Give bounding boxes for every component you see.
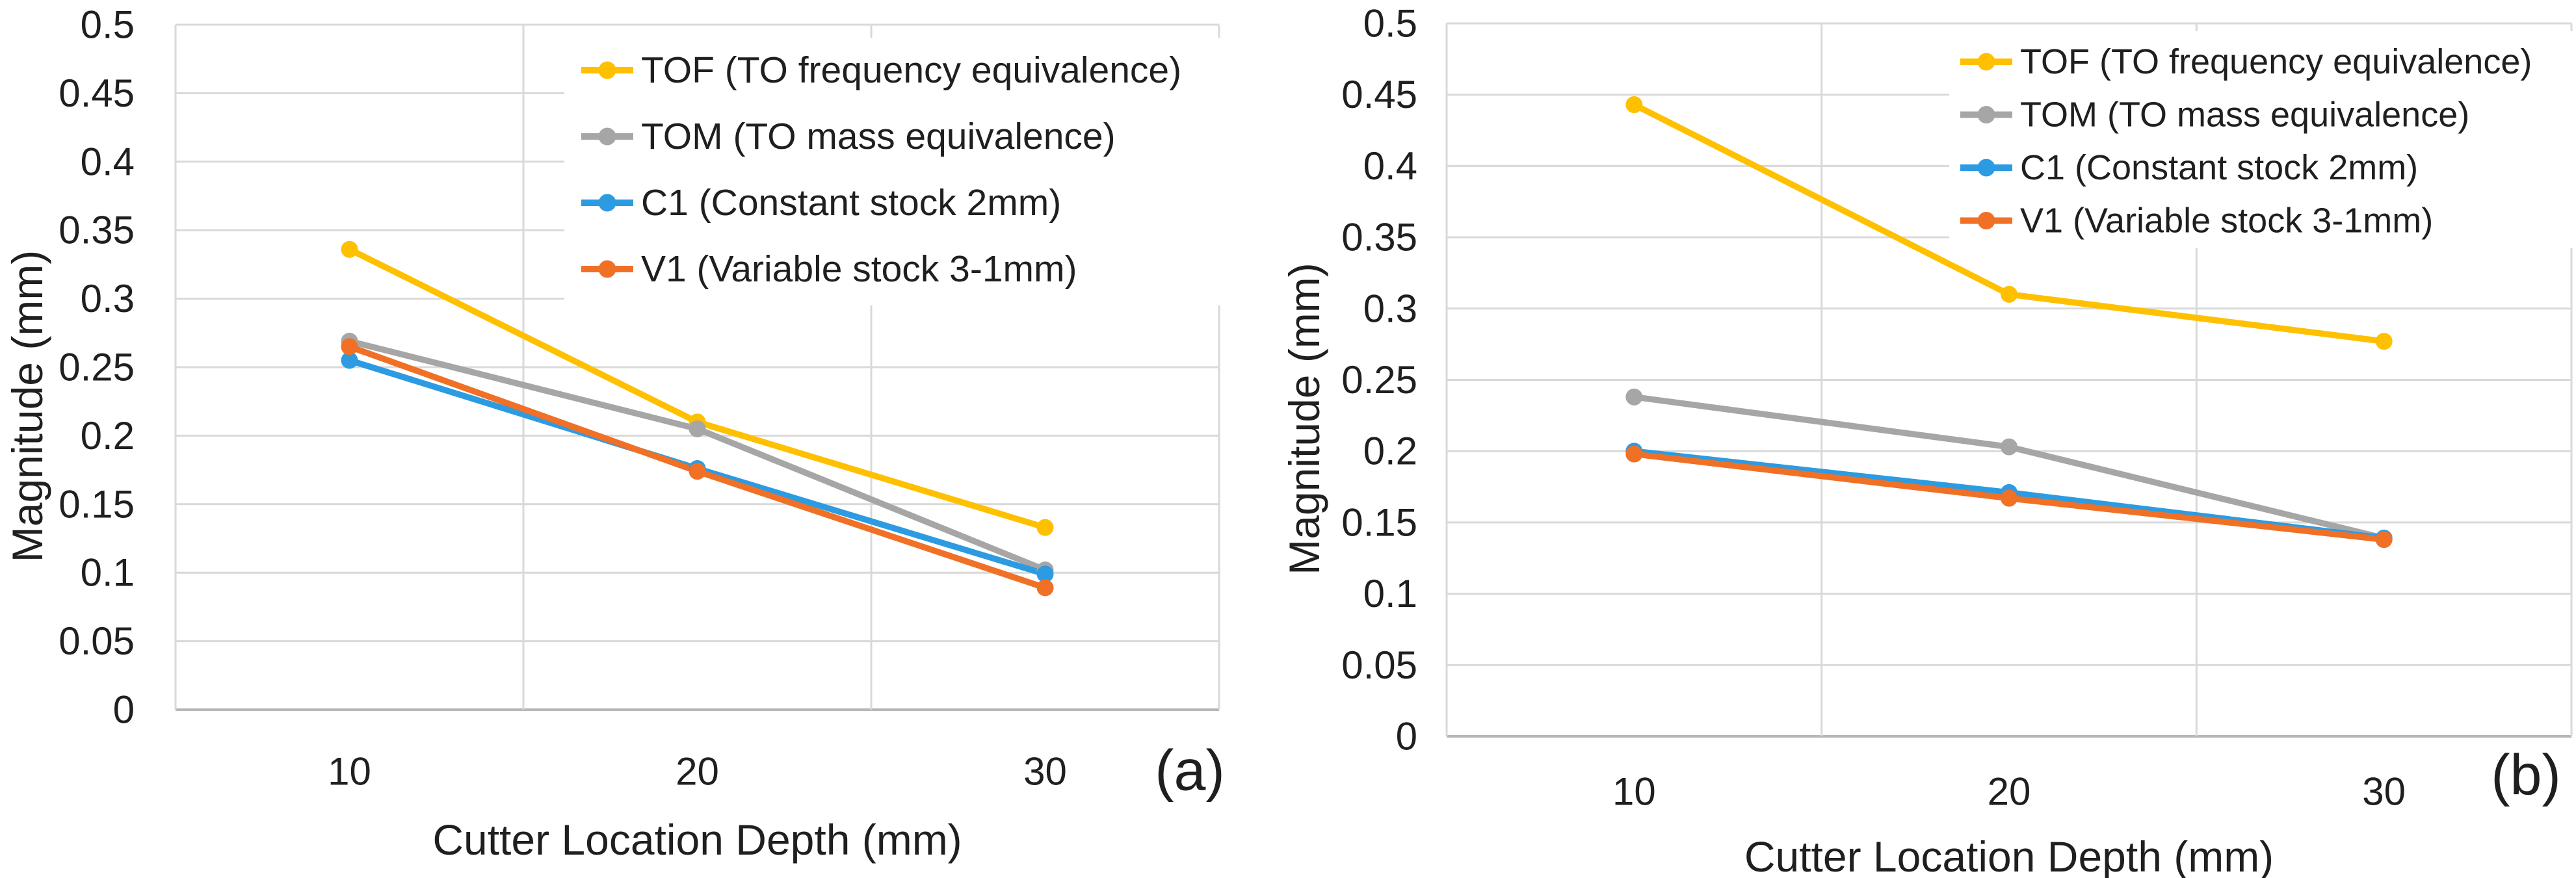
y-tick-label: 0.4 [81, 140, 135, 183]
chart-panel-a: 0 0.05 0.1 0.15 0.2 0.25 0.3 0.35 0.4 0.45 0.5 10 20… [0, 0, 1274, 878]
legend-marker-dot-2 [598, 194, 616, 212]
y-tick-label: 0.4 [1363, 144, 1417, 188]
legend-label-1: TOM (TO mass equivalence) [2020, 96, 2469, 135]
legend-label-2: C1 (Constant stock 2mm) [641, 182, 1061, 224]
data-point-s1-x10 [1625, 388, 1643, 406]
data-point-s3-x10 [1625, 445, 1643, 463]
chart-b-svg: 0 0.05 0.1 0.15 0.2 0.25 0.3 0.35 0.4 0.45 0.5 10 20… [1280, 2, 2573, 878]
panel-label: (b) [2491, 743, 2561, 807]
legend-marker-dot-0 [1977, 53, 1995, 71]
legend-marker-dot-3 [598, 260, 616, 278]
y-tick-label: 0.45 [59, 71, 135, 115]
data-point-s0-x10 [1625, 96, 1643, 114]
data-point-s0-x10 [341, 240, 358, 258]
y-tick-label: 0.25 [1341, 358, 1417, 402]
legend-label-1: TOM (TO mass equivalence) [641, 116, 1116, 157]
series-line-1 [346, 338, 1049, 573]
y-tick-label: 0.1 [81, 551, 135, 595]
legend-marker-dot-3 [1977, 212, 1995, 229]
legend-marker-dot-1 [1977, 106, 1995, 123]
x-axis-title: Cutter Location Depth (mm) [1744, 833, 2274, 878]
y-tick-label: 0.35 [59, 209, 135, 252]
data-point-s1-x20 [689, 420, 706, 437]
x-tick-label: 20 [1988, 770, 2031, 814]
x-axis-title: Cutter Location Depth (mm) [432, 816, 962, 864]
y-tick-label: 0.05 [1341, 643, 1417, 687]
y-axis-title: Magnitude (mm) [1280, 263, 1328, 575]
data-point-s3-x30 [2375, 531, 2393, 549]
legend-label-3: V1 (Variable stock 3-1mm) [2020, 201, 2433, 240]
y-tick-label: 0.45 [1341, 73, 1417, 116]
x-tick-label: 20 [676, 750, 719, 794]
data-point-s0-x30 [1036, 519, 1054, 536]
y-tick-label: 0.3 [81, 277, 135, 320]
legend-background [1949, 31, 2573, 248]
y-tick-label: 0.35 [1341, 216, 1417, 259]
legend-marker-dot-0 [598, 61, 616, 79]
y-tick-label: 0.25 [59, 346, 135, 389]
y-axis-title: Magnitude (mm) [3, 250, 51, 562]
data-point-s2-x10 [341, 352, 358, 369]
data-point-s3-x20 [689, 463, 706, 480]
legend-label-2: C1 (Constant stock 2mm) [2020, 148, 2418, 187]
data-point-s3-x20 [2001, 489, 2017, 507]
x-tick-label: 30 [2362, 770, 2406, 814]
y-tick-label: 0.5 [1363, 2, 1417, 45]
x-tick-label: 10 [328, 750, 371, 794]
chart-a-svg: 0 0.05 0.1 0.15 0.2 0.25 0.3 0.35 0.4 0.45 0.5 10 20… [3, 3, 1237, 864]
y-tick-label: 0 [113, 688, 135, 732]
y-tick-label: 0.15 [1341, 500, 1417, 544]
data-point-s0-x30 [2375, 333, 2393, 350]
legend-marker-dot-2 [1977, 159, 1995, 177]
y-tick-label: 0.5 [81, 3, 135, 47]
panel-label: (a) [1155, 738, 1225, 803]
data-point-s3-x10 [341, 338, 358, 355]
y-tick-label: 0.15 [59, 482, 135, 526]
x-tick-label: 10 [1612, 770, 1656, 814]
data-point-s0-x20 [2001, 285, 2017, 303]
y-tick-label: 0.3 [1363, 287, 1417, 330]
data-point-s2-x30 [1036, 565, 1054, 583]
data-point-s3-x30 [1036, 579, 1054, 597]
legend-label-0: TOF (TO frequency equivalence) [641, 49, 1181, 91]
y-tick-label: 0.2 [81, 414, 135, 458]
legend-label-0: TOF (TO frequency equivalence) [2020, 42, 2532, 81]
y-tick-label: 0.2 [1363, 430, 1417, 473]
data-point-s1-x20 [2001, 438, 2017, 456]
legend-marker-dot-1 [598, 127, 616, 146]
y-tick-label: 0 [1396, 715, 1417, 758]
legend-label-3: V1 (Variable stock 3-1mm) [641, 248, 1077, 290]
legend-background [564, 38, 1237, 305]
y-tick-label: 0.1 [1363, 572, 1417, 615]
y-tick-label: 0.05 [59, 619, 135, 663]
x-tick-label: 30 [1023, 750, 1067, 794]
chart-panel-b: 0 0.05 0.1 0.15 0.2 0.25 0.3 0.35 0.4 0.45 0.5 10 20… [1274, 0, 2576, 878]
